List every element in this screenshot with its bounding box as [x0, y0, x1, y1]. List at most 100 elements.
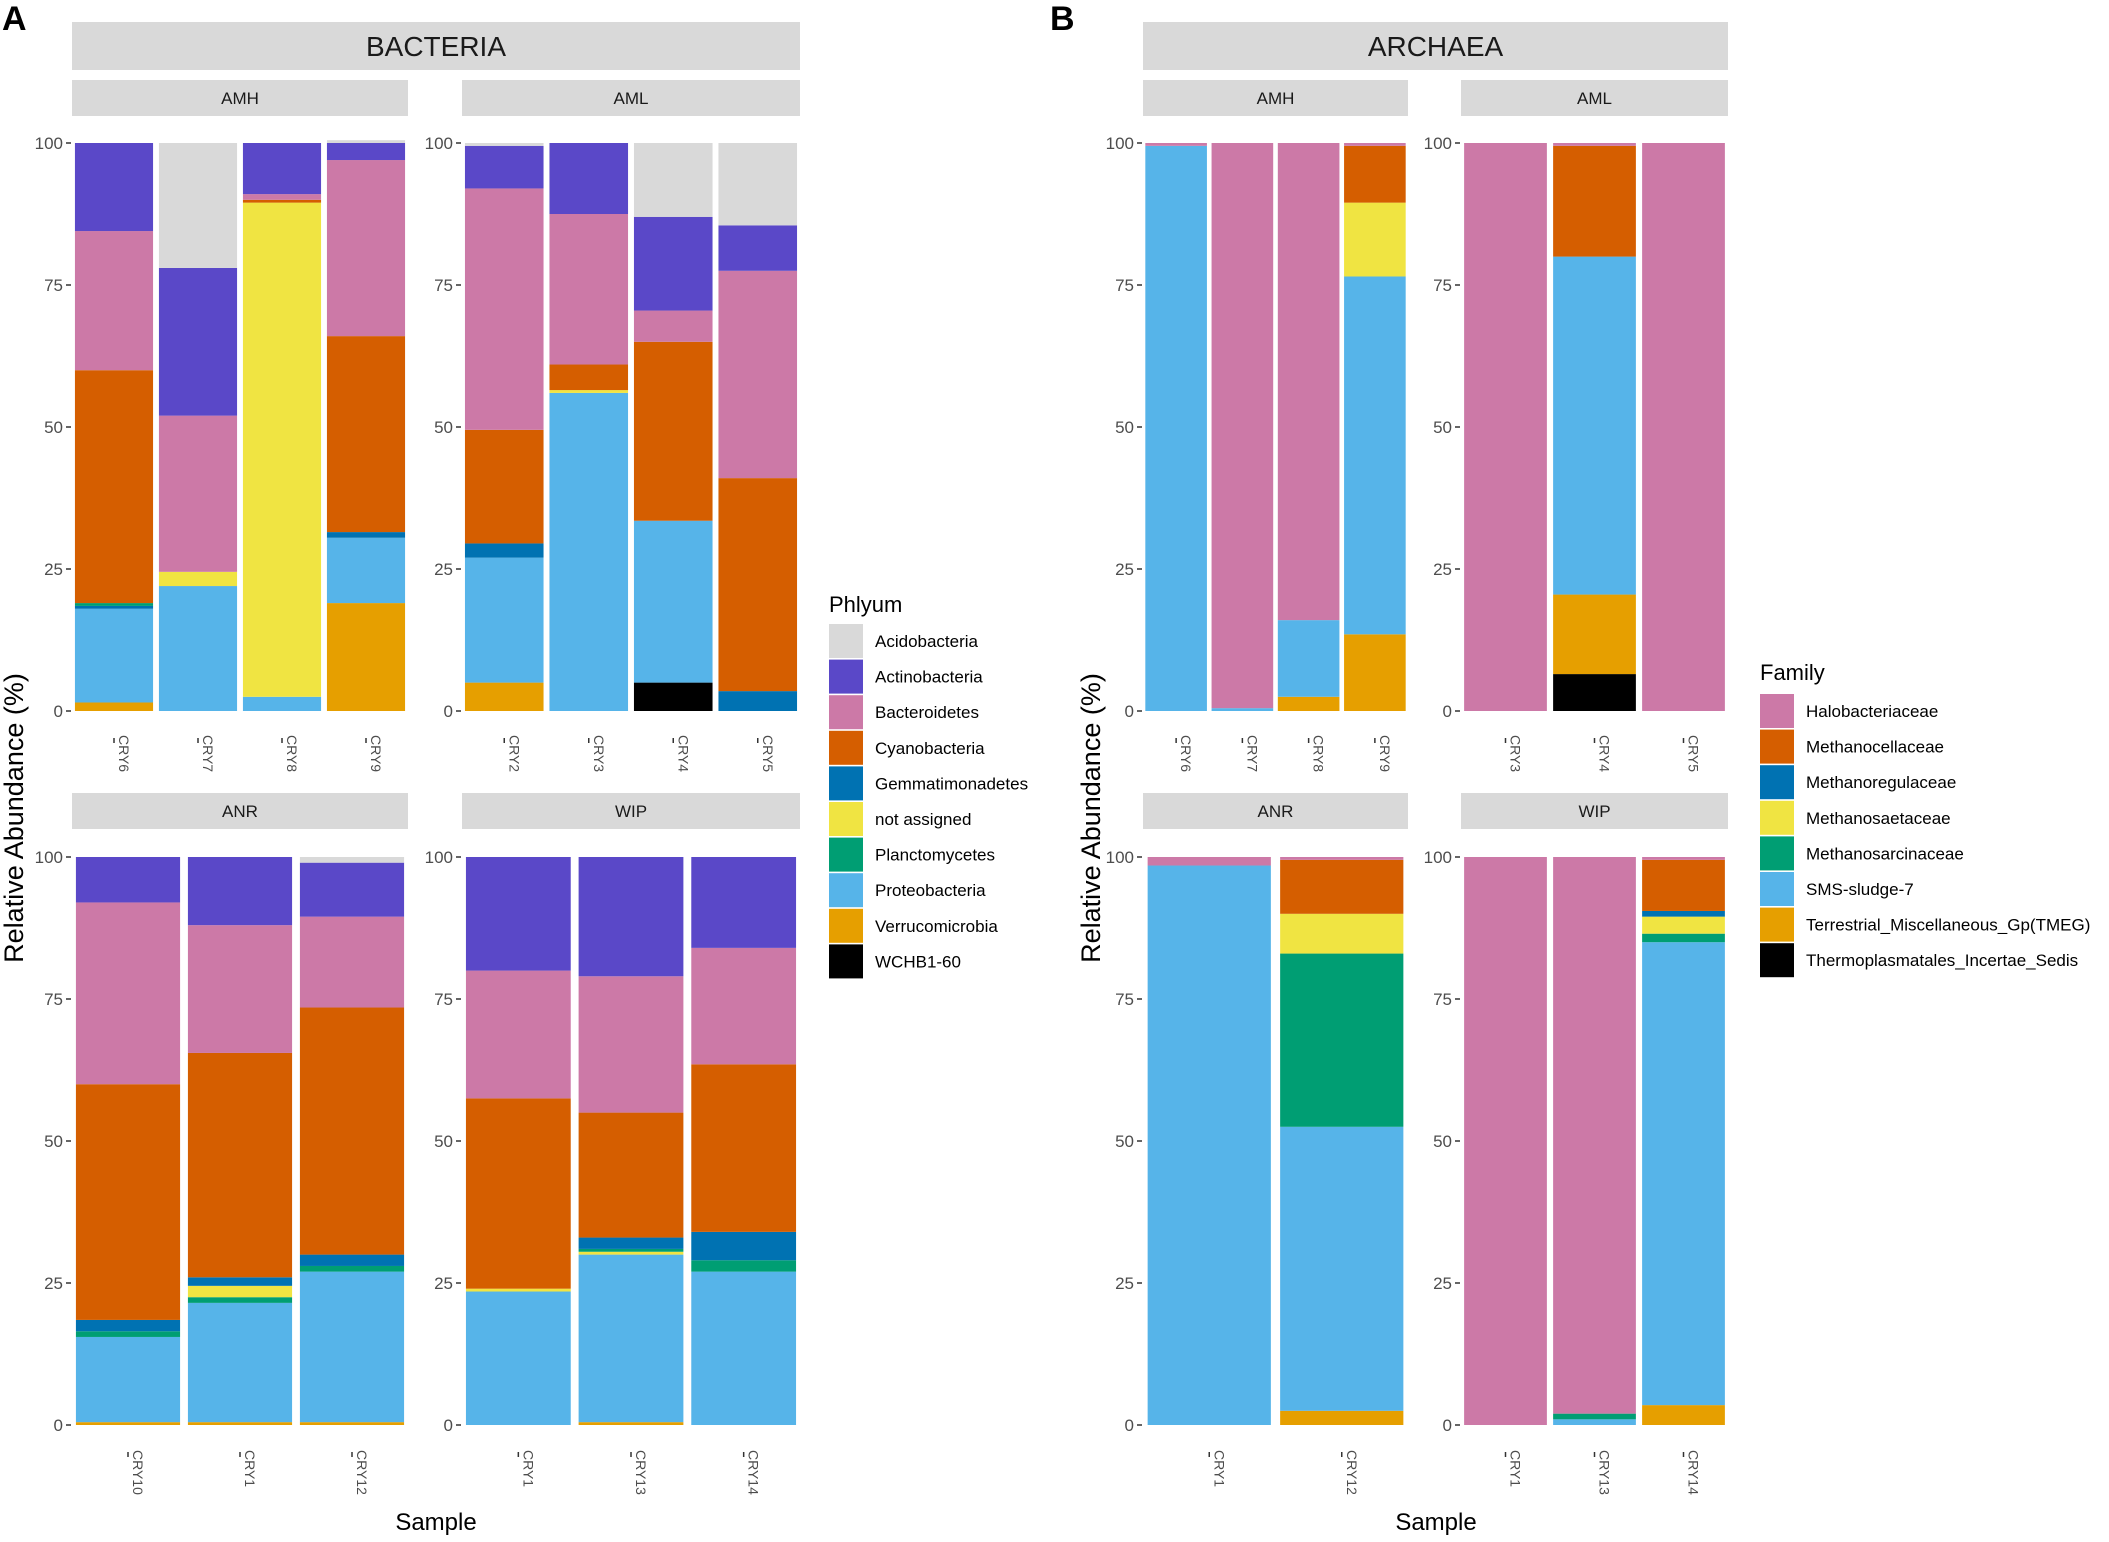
bar-segment-halobacteriaceae	[1145, 143, 1207, 146]
bar-cry5	[1642, 143, 1725, 711]
bar-segment-halobacteriaceae	[1344, 143, 1406, 146]
legend-label-thermoplasmatales-incertae-sedis: Thermoplasmatales_Incertae_Sedis	[1806, 951, 2078, 970]
y-tick-label: 0	[1125, 1416, 1134, 1435]
y-axis-title: Relative Abundance (%)	[0, 673, 29, 963]
bar-segment-verrucomicrobia	[299, 1422, 405, 1425]
bar-cry2	[464, 143, 544, 711]
bar-segment-not-assigned	[465, 1288, 571, 1292]
x-tick-label: CRY5	[1686, 735, 1702, 772]
bar-segment-gemmatimonadetes	[691, 1231, 797, 1261]
x-tick-label: CRY7	[200, 735, 216, 772]
legend-key-bacteroidetes	[829, 695, 863, 730]
legend-key-thermoplasmatales-incertae-sedis	[1760, 943, 1794, 978]
bar-segment-acidobacteria	[299, 857, 405, 863]
y-tick-label: 50	[1115, 418, 1134, 437]
y-tick-label: 100	[1106, 134, 1134, 153]
x-tick-label: CRY5	[760, 735, 776, 772]
facet-strip	[1143, 793, 1408, 829]
x-tick-label: CRY3	[1508, 735, 1524, 772]
bar-segment-terrestrial-miscellaneous-gp-tmeg	[1553, 594, 1636, 675]
bar-segment-cyanobacteria	[718, 478, 798, 692]
legend-key-methanosarcinaceae	[1760, 836, 1794, 871]
y-tick-label: 50	[44, 1132, 63, 1151]
x-tick-label: CRY6	[1178, 735, 1194, 772]
bar-segment-methanosarcinaceae	[1280, 953, 1404, 1127]
bar-segment-terrestrial-miscellaneous-gp-tmeg	[1642, 1405, 1725, 1425]
bar-segment-acidobacteria	[326, 140, 406, 143]
legend-title: Family	[1760, 660, 1825, 685]
bar-segment-gemmatimonadetes	[75, 1319, 181, 1332]
legend-label-methanosaetaceae: Methanosaetaceae	[1806, 809, 1951, 828]
bar-cry1	[465, 857, 571, 1425]
bar-segment-proteobacteria	[299, 1271, 405, 1423]
bar-segment-actinobacteria	[465, 857, 571, 971]
legend-title: Phlyum	[829, 592, 902, 617]
bar-segment-planctomycetes	[187, 1297, 293, 1303]
legend-label-verrucomicrobia: Verrucomicrobia	[875, 917, 998, 936]
bar-segment-planctomycetes	[299, 1265, 405, 1272]
bar-segment-planctomycetes	[75, 1331, 181, 1337]
bar-segment-terrestrial-miscellaneous-gp-tmeg	[1277, 696, 1340, 711]
bar-segment-cyanobacteria	[75, 1084, 181, 1320]
bar-cry1	[1464, 857, 1547, 1425]
bar-segment-methanosarcinaceae	[1553, 1413, 1636, 1420]
legend-label-methanosarcinaceae: Methanosarcinaceae	[1806, 844, 1964, 863]
legend-key-halobacteriaceae	[1760, 694, 1794, 728]
title-strip	[72, 22, 800, 70]
bar-segment-verrucomicrobia	[187, 1422, 293, 1425]
bar-cry14	[1642, 857, 1725, 1425]
bar-segment-gemmatimonadetes	[187, 1277, 293, 1286]
bar-segment-not-assigned	[242, 202, 322, 697]
bar-segment-wchb1-60	[633, 682, 713, 711]
bar-segment-halobacteriaceae	[1147, 857, 1271, 866]
y-tick-label: 50	[434, 1132, 453, 1151]
panel-bacteria: A BACTERIA Relative Abundance (%) Sample AMH…	[0, 0, 1028, 1536]
bar-segment-sms-sludge-7	[1280, 1126, 1404, 1411]
bar-segment-bacteroidetes	[242, 194, 322, 200]
bar-cry3	[549, 143, 629, 711]
bar-segment-methanosarcinaceae	[1642, 933, 1725, 943]
x-tick-label: CRY14	[746, 1450, 762, 1495]
x-tick-label: CRY9	[1377, 735, 1393, 772]
bar-segment-methanosaetaceae	[1280, 913, 1404, 954]
facet-anr: ANR 0 25 50 75 100 CRY1 CRY12	[1106, 793, 1408, 1495]
bar-segment-sms-sludge-7	[1553, 1419, 1636, 1425]
panel-archaea: B ARCHAEA Relative Abundance (%) Sample AMH 0…	[1050, 0, 2090, 1536]
legend: Phlyum Acidobacteria Actinobacteria Bactero…	[829, 592, 1028, 979]
facet-amh: AMH 0 25 50 75 100 CRY6 CRY7 CRY8 CRY9	[35, 80, 408, 772]
bar-segment-not-assigned	[549, 390, 629, 393]
facet-strip	[1461, 793, 1728, 829]
y-tick-label: 50	[44, 418, 63, 437]
x-tick-label: CRY7	[1244, 735, 1260, 772]
bar-segment-bacteroidetes	[578, 976, 684, 1113]
bar-segment-halobacteriaceae	[1642, 143, 1725, 711]
bar-segment-actinobacteria	[75, 857, 181, 903]
bar-segment-proteobacteria	[75, 1336, 181, 1423]
y-tick-label: 25	[1115, 1274, 1134, 1293]
legend-label-proteobacteria: Proteobacteria	[875, 881, 986, 900]
bar-segment-halobacteriaceae	[1553, 143, 1636, 146]
bar-segment-sms-sludge-7	[1642, 942, 1725, 1406]
x-tick-label: CRY13	[633, 1450, 649, 1495]
legend-key-actinobacteria	[829, 659, 863, 694]
bar-segment-verrucomicrobia	[464, 682, 544, 711]
facet-label: AMH	[221, 89, 259, 108]
bar-cry6	[74, 143, 154, 711]
bar-segment-not-assigned	[187, 1285, 293, 1298]
bar-segment-halobacteriaceae	[1280, 857, 1404, 860]
bar-segment-bacteroidetes	[75, 902, 181, 1085]
chart-title: ARCHAEA	[1368, 31, 1504, 62]
bar-cry1	[1147, 857, 1271, 1425]
bar-cry3	[1464, 143, 1547, 711]
y-tick-label: 50	[1115, 1132, 1134, 1151]
bar-segment-methanocellaceae	[1553, 145, 1636, 257]
legend-label-halobacteriaceae: Halobacteriaceae	[1806, 702, 1938, 721]
legend-label-not-assigned: not assigned	[875, 810, 971, 829]
legend-label-wchb1-60: WCHB1-60	[875, 952, 961, 971]
bar-segment-cyanobacteria	[187, 1052, 293, 1278]
bar-segment-proteobacteria	[464, 557, 544, 683]
bar-segment-halobacteriaceae	[1211, 143, 1274, 709]
legend-label-sms-sludge-7: SMS-sludge-7	[1806, 880, 1914, 899]
bar-segment-proteobacteria	[633, 520, 713, 683]
